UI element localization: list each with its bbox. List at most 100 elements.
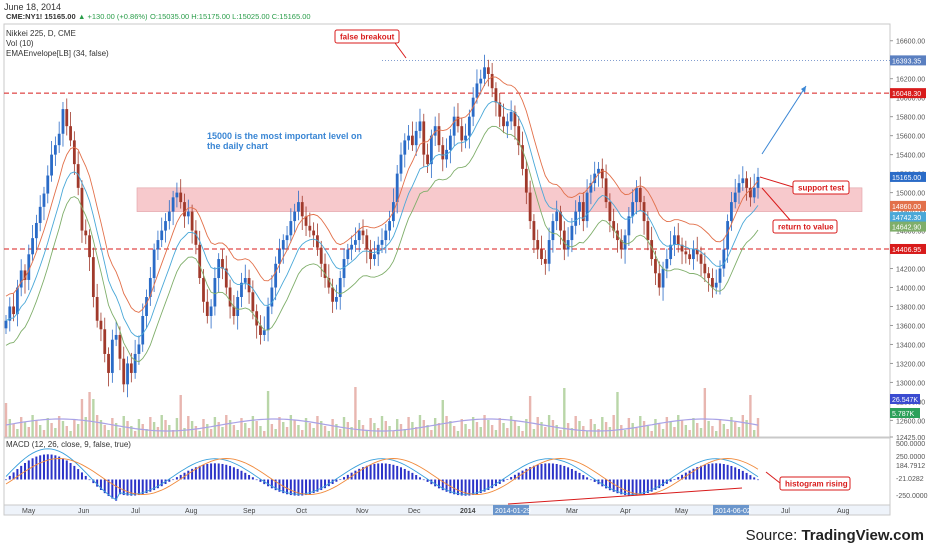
volume-bar (604, 422, 608, 437)
volume-bar (156, 427, 160, 437)
candle-body (95, 297, 99, 321)
vol-tag-a: 26.547K (892, 397, 918, 404)
macd-histogram-bar (582, 475, 585, 480)
volume-bar (661, 429, 665, 437)
volume-bar (395, 419, 399, 437)
volume-bar (441, 400, 444, 437)
candle-body (726, 221, 730, 250)
volume-bar (715, 431, 718, 437)
macd-histogram-bar (403, 468, 406, 480)
mid-ema-tag-bg (890, 212, 926, 223)
date-tag-bg (713, 505, 749, 515)
candle-body (623, 235, 627, 250)
candle-body (403, 140, 407, 155)
candle-body (308, 225, 312, 231)
macd-histogram-bar (358, 468, 361, 480)
volume-bar (92, 399, 95, 437)
candle-body (581, 202, 585, 222)
candle-body (551, 221, 555, 241)
false-breakout-label-box (334, 29, 400, 44)
macd-histogram-bar (50, 454, 53, 480)
candle-body (695, 249, 699, 255)
y-tick-label: 15800.00 (896, 115, 925, 122)
macd-histogram-bar (589, 479, 592, 481)
macd-histogram-bar (563, 465, 566, 480)
candle-body (224, 268, 228, 288)
volume-bar (677, 415, 680, 437)
volume-bar (141, 424, 144, 437)
candle-body (300, 202, 304, 217)
candle-body (4, 320, 8, 329)
macd-tick-label: -250.0000 (896, 493, 928, 500)
x-tick-label: Jul (781, 508, 790, 515)
macd-histogram-bar (494, 479, 497, 487)
volume-bar (506, 428, 509, 437)
candle-body (524, 168, 528, 193)
vol-tag-b: 5.787K (892, 411, 915, 418)
candle-body (513, 111, 517, 127)
macd-histogram-bar (415, 475, 418, 480)
macd-histogram-bar (346, 474, 349, 480)
volume-bar (627, 418, 631, 437)
macd-histogram-bar (468, 479, 471, 496)
volume-bar (285, 427, 289, 437)
macd-histogram-bar (422, 479, 425, 481)
volume-bar (635, 428, 638, 437)
volume-bar (578, 421, 581, 437)
macd-histogram-bar (206, 463, 209, 480)
candle-body (46, 175, 50, 194)
candle-body (72, 140, 76, 165)
false-breakout-label: false breakout (340, 33, 395, 42)
high-price-tag: 16393.35 (892, 58, 921, 65)
macd-histogram-bar (384, 463, 387, 480)
macd-histogram-bar (373, 463, 376, 480)
candle-body (654, 259, 657, 274)
date-tag-label: 2014-01-29 (495, 508, 531, 515)
candle-body (152, 249, 156, 279)
candle-body (69, 126, 72, 141)
macd-histogram-bar (753, 477, 756, 480)
candle-body (730, 202, 733, 222)
macd-histogram-bar (475, 479, 478, 495)
candle-body (171, 197, 175, 212)
macd-histogram-bar (369, 464, 372, 480)
volume-bar (331, 419, 334, 437)
y-tick-label: 14600.00 (896, 229, 925, 236)
volume-bar (38, 425, 42, 437)
volume-bar (278, 417, 281, 437)
macd-histogram-bar (567, 467, 570, 480)
volume-bar (274, 429, 277, 437)
macd-histogram-bar (267, 479, 270, 487)
value-zone (136, 187, 863, 212)
candle-body (266, 306, 270, 331)
volume-bar (217, 422, 220, 437)
candle-body (536, 240, 540, 250)
macd-histogram-bar (643, 479, 646, 495)
volume-bar (601, 417, 604, 437)
macd-histogram-bar (707, 463, 710, 480)
macd-histogram-bar (31, 458, 34, 480)
lower-ema-tag: 14642.90 (892, 225, 921, 232)
lower-ema-tag-bg (890, 221, 926, 232)
candle-body (547, 240, 551, 264)
candle-body (559, 211, 562, 231)
macd-histogram-bar (700, 465, 703, 480)
price-chart[interactable]: 16600.0016400.0016200.0016000.0015800.00… (0, 14, 932, 550)
volume-bar (388, 426, 391, 437)
macd-histogram-bar (688, 470, 691, 480)
candle-body (703, 263, 707, 274)
candle-body (384, 230, 388, 241)
x-tick-label: 2014 (460, 508, 476, 515)
volume-bar (460, 419, 463, 437)
volume-bar (88, 392, 91, 437)
candle-body (532, 221, 536, 241)
volume-bar (221, 427, 224, 437)
last-price-tag: 15165.00 (892, 175, 921, 182)
macd-histogram-bar (426, 479, 429, 482)
volume-bar (711, 426, 714, 437)
candle-body (202, 278, 205, 302)
macd-histogram-bar (194, 467, 197, 480)
candle-body (76, 164, 80, 188)
volume-bar (414, 427, 418, 437)
volume-bar (456, 431, 460, 437)
